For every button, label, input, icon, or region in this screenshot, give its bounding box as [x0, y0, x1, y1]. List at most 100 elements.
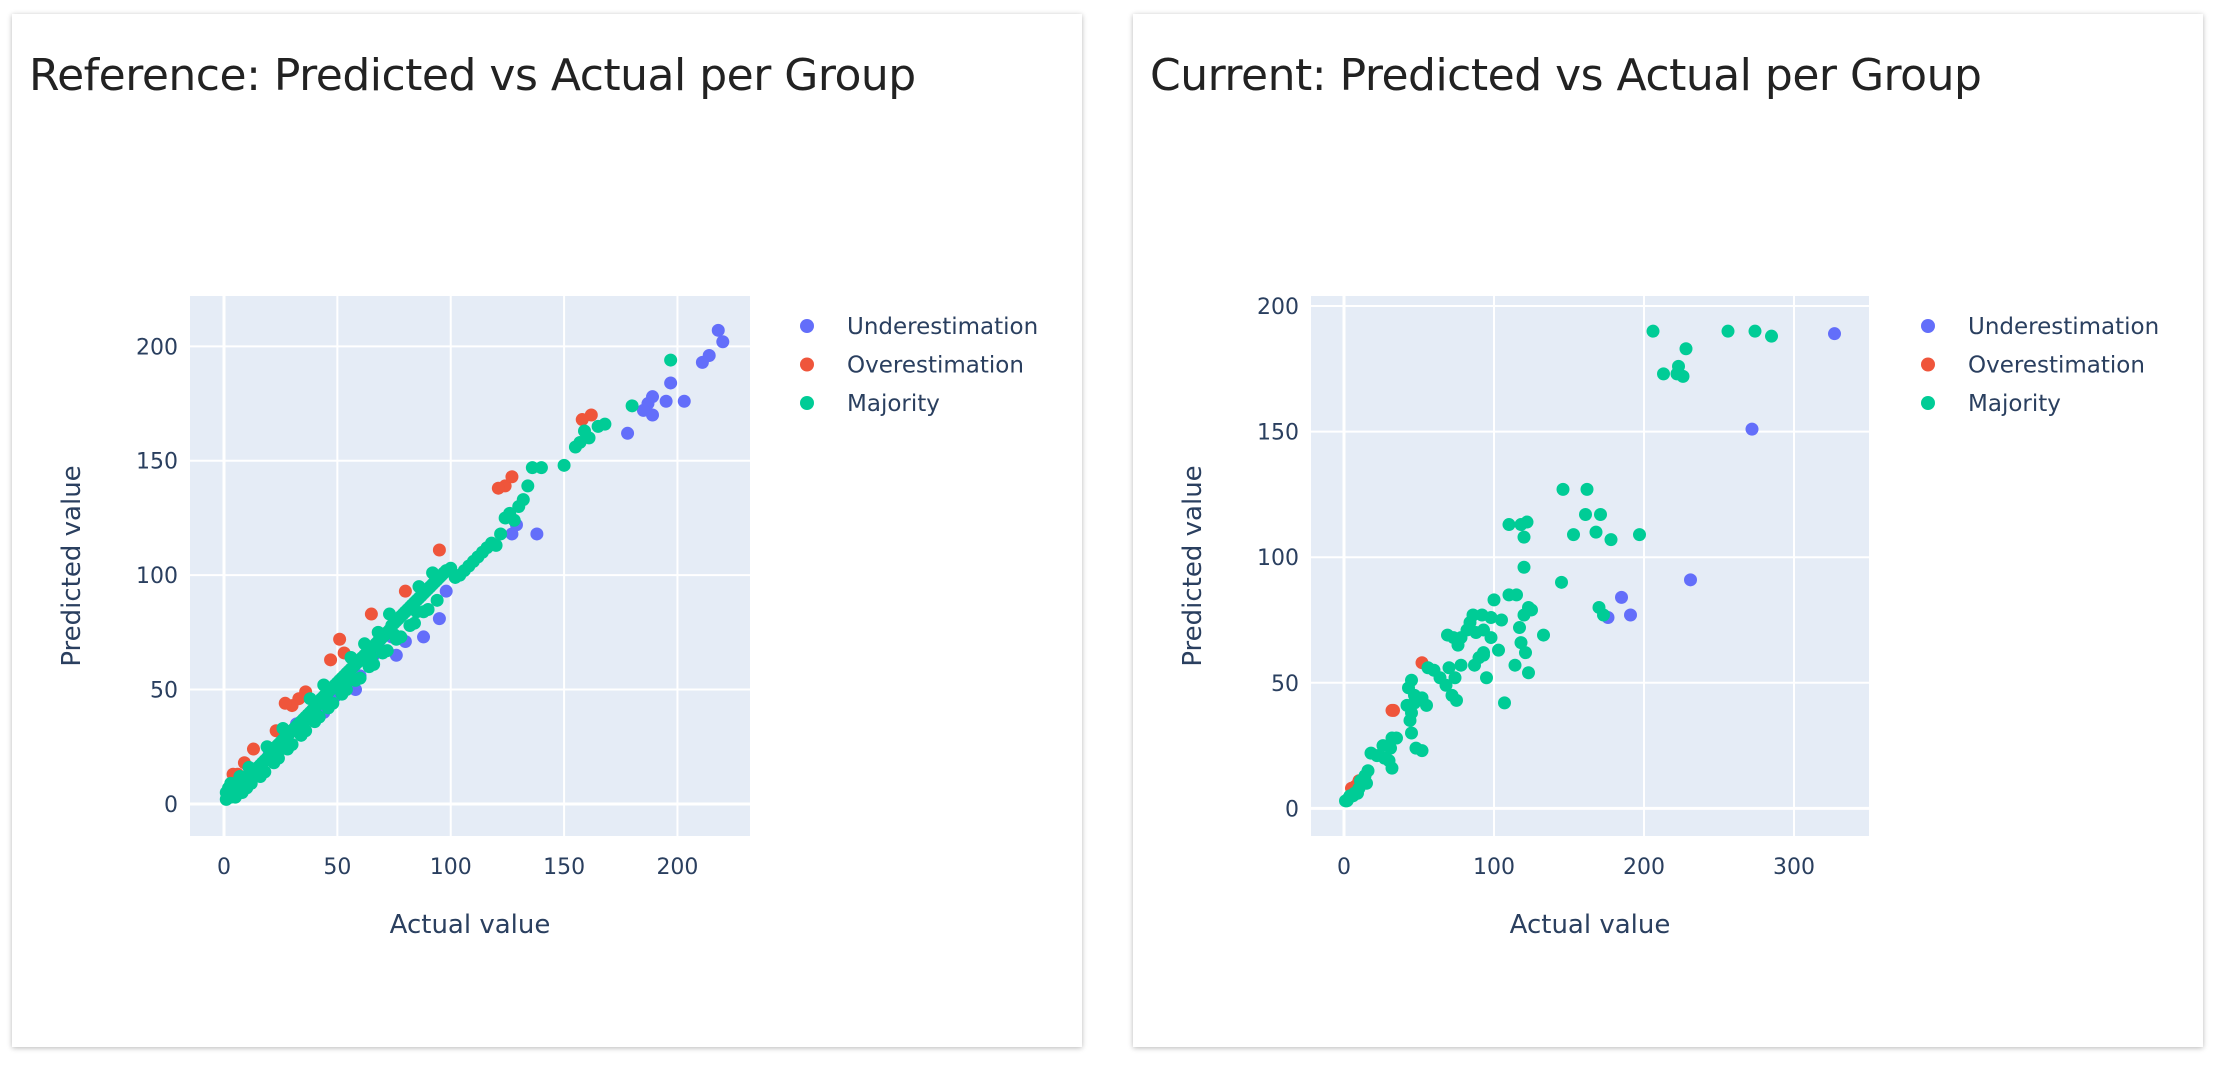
- data-point[interactable]: [439, 584, 453, 598]
- data-point[interactable]: [1555, 575, 1568, 589]
- data-point[interactable]: [364, 607, 378, 621]
- legend-item-underestimation[interactable]: Underestimation: [800, 314, 1038, 340]
- data-point[interactable]: [1405, 726, 1418, 740]
- data-point[interactable]: [260, 740, 274, 754]
- data-point[interactable]: [219, 786, 233, 800]
- data-point[interactable]: [267, 756, 281, 770]
- data-point[interactable]: [371, 625, 385, 639]
- data-point[interactable]: [1519, 646, 1532, 660]
- data-point[interactable]: [1633, 528, 1646, 542]
- data-point[interactable]: [1597, 608, 1610, 622]
- data-point[interactable]: [1520, 515, 1534, 529]
- data-point[interactable]: [1567, 528, 1580, 542]
- data-point[interactable]: [303, 692, 317, 706]
- reference-scatter-chart[interactable]: 0 50 100 150 200 0 50 100 150 200 Actual value Pred…: [12, 14, 1082, 1047]
- data-point[interactable]: [1514, 636, 1528, 650]
- data-point[interactable]: [1517, 608, 1531, 622]
- data-point[interactable]: [1450, 693, 1463, 707]
- data-point[interactable]: [1517, 560, 1531, 574]
- data-point[interactable]: [403, 618, 417, 632]
- data-point[interactable]: [296, 719, 310, 733]
- data-point[interactable]: [664, 353, 678, 367]
- data-point[interactable]: [1498, 696, 1511, 710]
- data-point[interactable]: [342, 673, 356, 687]
- data-point[interactable]: [1748, 324, 1762, 338]
- data-point[interactable]: [335, 687, 349, 701]
- data-point[interactable]: [1387, 703, 1400, 717]
- data-point[interactable]: [242, 760, 256, 774]
- data-point[interactable]: [383, 607, 397, 621]
- legend-item-overestimation[interactable]: Overestimation: [1921, 353, 2145, 379]
- data-point[interactable]: [664, 376, 678, 390]
- data-point[interactable]: [349, 683, 363, 697]
- data-point[interactable]: [507, 513, 521, 527]
- data-point[interactable]: [387, 628, 401, 642]
- data-point[interactable]: [1403, 713, 1417, 727]
- data-point[interactable]: [575, 413, 589, 427]
- data-point[interactable]: [1615, 590, 1628, 604]
- data-point[interactable]: [1646, 324, 1660, 338]
- data-point[interactable]: [494, 527, 508, 541]
- data-point[interactable]: [1508, 658, 1522, 672]
- data-point[interactable]: [1477, 646, 1490, 660]
- data-point[interactable]: [276, 721, 290, 735]
- data-point[interactable]: [525, 461, 539, 475]
- data-point[interactable]: [1679, 342, 1693, 356]
- data-point[interactable]: [1492, 643, 1505, 657]
- data-point[interactable]: [1376, 739, 1390, 753]
- data-point[interactable]: [432, 543, 446, 557]
- data-point[interactable]: [317, 678, 331, 692]
- data-point[interactable]: [1415, 744, 1429, 758]
- legend-item-majority[interactable]: Majority: [800, 391, 940, 417]
- data-point[interactable]: [308, 715, 322, 729]
- data-point[interactable]: [1364, 746, 1378, 760]
- data-point[interactable]: [1670, 367, 1684, 381]
- data-point[interactable]: [1580, 482, 1594, 496]
- data-point[interactable]: [417, 630, 431, 644]
- data-point[interactable]: [1390, 731, 1403, 745]
- data-point[interactable]: [489, 538, 503, 552]
- data-point[interactable]: [1385, 761, 1399, 775]
- data-point[interactable]: [1484, 631, 1498, 645]
- data-point[interactable]: [1594, 508, 1607, 522]
- data-point[interactable]: [333, 632, 347, 646]
- data-point[interactable]: [659, 394, 673, 408]
- data-point[interactable]: [1339, 794, 1352, 808]
- data-point[interactable]: [1765, 329, 1778, 343]
- data-point[interactable]: [1441, 628, 1454, 642]
- data-point[interactable]: [1721, 324, 1735, 338]
- data-point[interactable]: [426, 566, 440, 580]
- data-point[interactable]: [1400, 698, 1414, 712]
- data-point[interactable]: [1579, 508, 1592, 522]
- data-point[interactable]: [1442, 661, 1456, 675]
- legend-item-overestimation[interactable]: Overestimation: [800, 353, 1024, 379]
- data-point[interactable]: [1480, 671, 1493, 685]
- data-point[interactable]: [695, 355, 709, 369]
- current-scatter-chart[interactable]: 0 100 200 300 0 50 100 150 200 Actual value Predic…: [1133, 14, 2203, 1047]
- data-point[interactable]: [240, 781, 254, 795]
- data-point[interactable]: [625, 399, 639, 413]
- data-point[interactable]: [364, 651, 378, 665]
- data-point[interactable]: [716, 335, 730, 349]
- data-point[interactable]: [1513, 621, 1526, 635]
- data-point[interactable]: [1495, 613, 1508, 627]
- data-point[interactable]: [530, 527, 544, 541]
- data-point[interactable]: [1828, 327, 1841, 341]
- data-point[interactable]: [598, 417, 612, 431]
- data-point[interactable]: [1475, 608, 1489, 622]
- data-point[interactable]: [319, 696, 333, 710]
- data-point[interactable]: [410, 605, 424, 619]
- data-point[interactable]: [1684, 573, 1697, 587]
- data-point[interactable]: [1537, 628, 1550, 642]
- data-point[interactable]: [1522, 666, 1535, 680]
- data-point[interactable]: [376, 646, 390, 660]
- data-point[interactable]: [274, 742, 288, 756]
- data-point[interactable]: [1510, 588, 1523, 602]
- data-point[interactable]: [505, 470, 519, 484]
- legend-item-underestimation[interactable]: Underestimation: [1921, 314, 2159, 340]
- data-point[interactable]: [557, 458, 571, 472]
- data-point[interactable]: [1745, 422, 1759, 436]
- data-point[interactable]: [1421, 661, 1435, 675]
- data-point[interactable]: [398, 584, 412, 598]
- data-point[interactable]: [412, 580, 426, 594]
